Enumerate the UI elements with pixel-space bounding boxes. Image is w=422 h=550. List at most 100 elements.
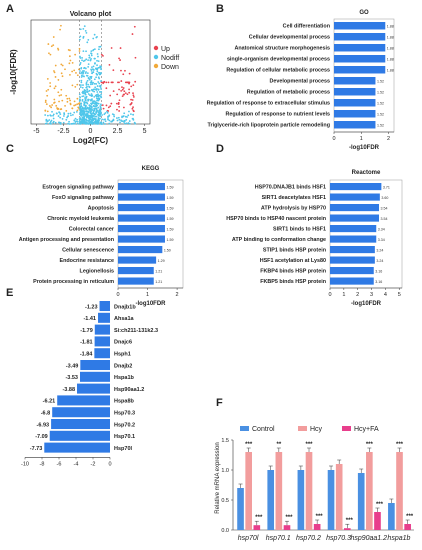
kegg-category-label: Cellular senescence xyxy=(62,247,114,253)
volcano-point xyxy=(90,58,92,60)
volcano-point xyxy=(83,113,86,115)
fc-x-tick-label: -8 xyxy=(40,461,45,467)
fc-value-label: -1.84 xyxy=(80,352,93,358)
qpcr-significance-hcy: ** xyxy=(277,442,282,448)
volcano-point xyxy=(84,67,87,70)
volcano-point xyxy=(102,107,105,110)
volcano-point xyxy=(47,88,50,91)
fc-bar xyxy=(51,419,110,430)
reactome-category-label: ATP binding to conformation change xyxy=(232,237,326,243)
go-bar xyxy=(334,88,376,96)
volcano-point xyxy=(92,105,95,107)
volcano-point xyxy=(95,67,97,70)
fc-gene-label: Hspa1b xyxy=(114,375,135,381)
kegg-category-label: Endocrine resistance xyxy=(59,258,114,264)
volcano-point xyxy=(58,111,61,114)
volcano-point xyxy=(84,72,87,75)
volcano-point xyxy=(67,115,69,118)
legend-label-up: Up xyxy=(161,46,170,53)
qpcr-significance-hcy: *** xyxy=(366,442,374,448)
volcano-point xyxy=(100,68,103,71)
volcano-point xyxy=(95,76,97,79)
go-bar-value-label: 1.88 xyxy=(387,25,394,29)
qpcr-category-label: hsp70.2 xyxy=(296,535,321,542)
fc-gene-label: Hsp70.1 xyxy=(114,434,135,440)
volcano-point xyxy=(95,115,98,118)
volcano-point xyxy=(118,118,121,121)
volcano-point xyxy=(52,120,55,123)
volcano-point xyxy=(89,59,92,62)
volcano-y-label: -log10(FDR) xyxy=(9,49,18,95)
go-bar-value-label: 1.52 xyxy=(377,102,384,106)
kegg-bar-value-label: 1.59 xyxy=(166,206,173,210)
reactome-bar xyxy=(330,256,375,264)
fc-bar xyxy=(94,324,110,335)
kegg-bar-value-label: 1.21 xyxy=(155,269,162,273)
volcano-point xyxy=(117,102,120,105)
go-bar xyxy=(334,22,386,30)
qpcr-bar xyxy=(237,488,244,530)
volcano-point xyxy=(79,86,82,88)
volcano-point xyxy=(130,102,133,105)
kegg-category-label: Colorectal cancer xyxy=(69,226,115,232)
volcano-point xyxy=(116,117,118,119)
volcano-point xyxy=(96,97,99,100)
go-bar-value-label: 1.52 xyxy=(377,113,384,117)
panel-letter-a: A xyxy=(6,3,14,15)
volcano-point xyxy=(59,28,61,31)
volcano-point xyxy=(94,88,96,91)
volcano-point xyxy=(54,76,57,78)
volcano-point xyxy=(93,95,96,98)
volcano-point xyxy=(83,110,86,113)
volcano-point xyxy=(87,38,90,41)
volcano-point xyxy=(73,69,76,72)
qpcr-bar xyxy=(366,452,373,530)
volcano-point xyxy=(123,122,126,125)
volcano-point xyxy=(120,80,123,82)
volcano-point xyxy=(112,69,115,72)
volcano-point xyxy=(90,80,93,82)
kegg-bar xyxy=(118,214,165,222)
volcano-point xyxy=(73,111,76,114)
go-bar-value-label: 1.88 xyxy=(387,58,394,62)
volcano-point xyxy=(54,64,57,67)
volcano-point xyxy=(113,113,115,116)
reactome-bar-value-label: 3.16 xyxy=(375,280,382,284)
volcano-point xyxy=(96,73,99,76)
volcano-point xyxy=(90,69,93,72)
volcano-point xyxy=(90,102,92,105)
volcano-point xyxy=(96,120,99,122)
reactome-category-label: HSP70.DNAJB1 binds HSF1 xyxy=(255,184,326,190)
qpcr-significance-fa: *** xyxy=(255,515,263,521)
volcano-point xyxy=(118,110,121,112)
volcano-point xyxy=(98,48,100,51)
panel-letter-e: E xyxy=(6,287,13,299)
volcano-point xyxy=(52,44,55,47)
volcano-point xyxy=(91,102,94,104)
qpcr-bar xyxy=(283,525,291,530)
qpcr-bar xyxy=(388,503,395,530)
volcano-point xyxy=(100,121,103,124)
volcano-point xyxy=(99,45,102,48)
volcano-point xyxy=(120,69,122,72)
volcano-point xyxy=(69,49,71,52)
volcano-point xyxy=(74,121,77,123)
volcano-point xyxy=(88,54,91,57)
volcano-point xyxy=(95,89,98,91)
reactome-x-label: -log10FDR xyxy=(351,301,382,307)
volcano-point xyxy=(88,56,91,59)
go-x-label: -log10FDR xyxy=(349,145,380,151)
volcano-point xyxy=(121,95,124,98)
volcano-point xyxy=(98,91,101,93)
volcano-point xyxy=(48,122,51,125)
volcano-point xyxy=(126,93,129,96)
volcano-point xyxy=(98,45,101,48)
volcano-point xyxy=(91,72,94,75)
fc-x-tick-label: -4 xyxy=(74,461,79,467)
volcano-point xyxy=(68,120,70,123)
volcano-point xyxy=(78,99,81,102)
go-x-tick-label: 1 xyxy=(360,136,363,142)
volcano-point xyxy=(46,94,49,97)
reactome-bar xyxy=(330,235,377,243)
volcano-point xyxy=(80,105,83,108)
